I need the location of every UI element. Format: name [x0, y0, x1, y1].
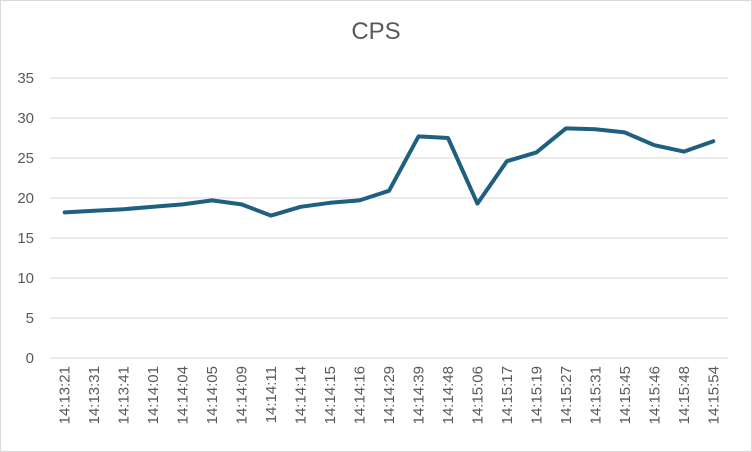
- x-tick-label: 14:15:31: [587, 366, 604, 424]
- series-line: [62, 126, 716, 218]
- x-tick-label: 14:15:06: [469, 366, 486, 424]
- y-tick-label: 0: [26, 350, 34, 367]
- x-tick-label: 14:13:21: [57, 366, 74, 424]
- y-tick-label: 5: [26, 310, 34, 327]
- x-tick-label: 14:14:05: [204, 366, 221, 424]
- x-tick-label: 14:14:04: [175, 366, 192, 424]
- x-tick-label: 14:14:16: [352, 366, 369, 424]
- x-tick-label: 14:14:39: [410, 366, 427, 424]
- y-tick-label: 25: [17, 150, 34, 167]
- x-tick-label: 14:14:48: [440, 366, 457, 424]
- x-tick-label: 14:13:41: [116, 366, 133, 424]
- y-tick-label: 35: [17, 70, 34, 87]
- y-tick-label: 30: [17, 110, 34, 127]
- x-tick-label: 14:14:09: [234, 366, 251, 424]
- x-tick-label: 14:14:11: [263, 366, 280, 423]
- chart-title: CPS: [351, 18, 401, 45]
- y-tick-label: 20: [17, 190, 34, 207]
- x-tick-label: 14:14:01: [145, 366, 162, 424]
- x-tick-label: 14:13:31: [86, 366, 103, 424]
- x-tick-label: 14:14:29: [381, 366, 398, 424]
- x-tick-label: 14:15:46: [646, 366, 663, 424]
- x-tick-label: 14:14:14: [293, 366, 310, 424]
- x-tick-label: 14:14:15: [322, 366, 339, 424]
- y-tick-label: 10: [17, 270, 34, 287]
- y-tick-label: 15: [17, 230, 34, 247]
- x-tick-label: 14:15:27: [558, 366, 575, 424]
- x-tick-label: 14:15:19: [528, 366, 545, 424]
- x-tick-label: 14:15:54: [705, 366, 722, 424]
- x-tick-label: 14:15:45: [617, 366, 634, 424]
- x-tick-label: 14:15:17: [499, 366, 516, 424]
- x-tick-label: 14:15:48: [676, 366, 693, 424]
